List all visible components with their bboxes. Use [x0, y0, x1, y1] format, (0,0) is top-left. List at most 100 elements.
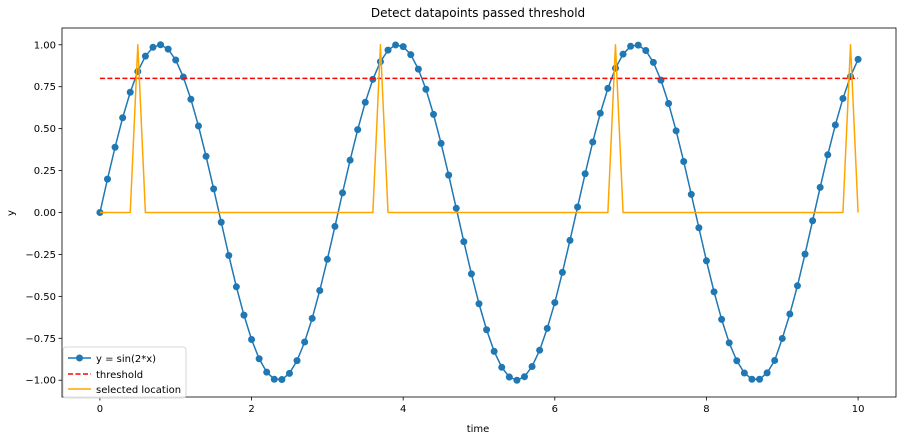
- sine-data-point: [718, 315, 726, 323]
- sine-data-point: [316, 286, 324, 294]
- sine-data-point: [346, 156, 354, 164]
- sine-data-point: [225, 251, 233, 259]
- sine-data-point: [422, 85, 430, 93]
- sine-data-point: [824, 151, 832, 159]
- x-tick-label: 4: [400, 404, 406, 415]
- chart-title: Detect datapoints passed threshold: [371, 6, 585, 20]
- sine-data-point: [354, 126, 362, 134]
- sine-data-point: [240, 311, 248, 319]
- y-tick-label: 0.25: [34, 166, 56, 177]
- sine-data-point: [809, 217, 817, 225]
- y-axis-ticks: −1.00 −0.75 −0.50 −0.25 0.00 0.25 0.50 0.75 1.00: [25, 40, 62, 387]
- y-tick-label: 0.50: [34, 124, 56, 135]
- sine-data-point: [611, 64, 619, 72]
- sine-data-point: [475, 300, 483, 308]
- selected-location-line: [99, 44, 859, 214]
- sine-data-point: [543, 324, 551, 332]
- sine-data-point: [634, 41, 642, 49]
- sine-data-point: [763, 369, 771, 377]
- legend-box: [62, 346, 187, 399]
- axes-frame: [61, 27, 897, 398]
- sine-data-point: [672, 127, 680, 135]
- sine-data-point: [725, 339, 733, 347]
- sine-data-point: [771, 356, 779, 364]
- sine-data-point: [369, 75, 377, 83]
- sine-data-point: [854, 55, 862, 63]
- sine-data-point: [498, 363, 506, 371]
- sine-data-point: [202, 152, 210, 160]
- sine-data-point: [687, 190, 695, 198]
- sine-data-point: [111, 143, 119, 151]
- sine-data-point: [505, 373, 513, 381]
- sine-data-point: [361, 98, 369, 106]
- sine-data-point: [589, 138, 597, 146]
- sine-data-point: [566, 236, 574, 244]
- sine-data-point: [452, 204, 460, 212]
- legend-label-sine: y = sin(2*x): [96, 354, 156, 365]
- sine-data-point: [695, 224, 703, 232]
- sine-data-point: [445, 171, 453, 179]
- sine-data-point: [217, 218, 225, 226]
- sine-data-point: [748, 375, 756, 383]
- sine-data-point: [126, 88, 134, 96]
- sine-data-point: [278, 376, 286, 384]
- y-tick-label: 0.00: [34, 208, 56, 219]
- sine-data-point: [293, 357, 301, 365]
- legend: y = sin(2*x) threshold selected location: [62, 346, 187, 399]
- sine-data-point: [301, 338, 309, 346]
- sine-data-point: [270, 375, 278, 383]
- sine-data-point: [513, 376, 521, 384]
- sine-data-point: [179, 73, 187, 81]
- x-axis-label: time: [467, 424, 490, 435]
- sine-data-point: [376, 58, 384, 66]
- sine-data-point: [134, 67, 142, 75]
- sine-data-point: [816, 183, 824, 191]
- x-tick-label: 0: [97, 404, 103, 415]
- sine-data-point: [733, 357, 741, 365]
- sine-data-point: [801, 250, 809, 258]
- sine-data-point: [331, 222, 339, 230]
- sine-data-point: [710, 288, 718, 296]
- legend-label-threshold: threshold: [96, 370, 143, 381]
- sine-data-point: [141, 52, 149, 60]
- sine-data-point: [520, 373, 528, 381]
- sine-data-point: [793, 282, 801, 290]
- sine-data-point: [467, 270, 475, 278]
- sine-data-point: [232, 283, 240, 291]
- sine-data-point: [460, 238, 468, 246]
- legend-marker-sine: [76, 354, 83, 362]
- sine-data-point: [399, 43, 407, 51]
- y-tick-label: −1.00: [25, 376, 56, 387]
- sine-data-point: [187, 95, 195, 103]
- sine-data-point: [702, 257, 710, 265]
- sine-data-point: [642, 46, 650, 54]
- sine-data-point: [619, 50, 627, 58]
- sine-data-point: [384, 46, 392, 54]
- sine-data-point: [551, 299, 559, 307]
- plot-area: [96, 41, 862, 384]
- sine-data-point: [103, 175, 111, 183]
- legend-label-selected: selected location: [96, 385, 181, 396]
- sine-data-point: [323, 255, 331, 263]
- sine-data-point: [604, 84, 612, 92]
- x-tick-label: 10: [852, 404, 865, 415]
- y-tick-label: −0.75: [25, 334, 56, 345]
- sine-data-point: [528, 362, 536, 370]
- sine-data-point: [164, 45, 172, 53]
- sine-data-point: [581, 170, 589, 178]
- sine-data-point: [194, 122, 202, 130]
- sine-data-point: [786, 310, 794, 318]
- sine-data-point: [778, 334, 786, 342]
- sine-data-point: [157, 41, 165, 49]
- sine-data-point: [649, 58, 657, 66]
- sine-data-point: [392, 41, 400, 49]
- sine-data-point: [627, 42, 635, 50]
- sine-data-point: [119, 114, 127, 122]
- sine-data-point: [339, 189, 347, 197]
- sine-data-point: [831, 121, 839, 129]
- y-tick-label: −0.50: [25, 292, 56, 303]
- x-tick-label: 6: [552, 404, 558, 415]
- y-tick-label: 0.75: [34, 82, 56, 93]
- sine-data-point: [172, 56, 180, 64]
